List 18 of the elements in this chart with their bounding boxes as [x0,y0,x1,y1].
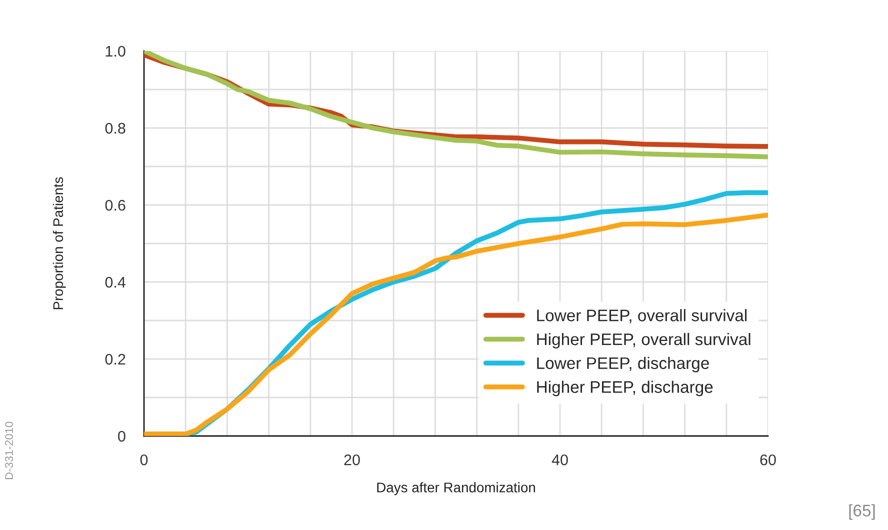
text: [65] [849,504,875,520]
x-tick-label: 60 [760,454,776,466]
legend-label: Lower PEEP, discharge [537,356,709,372]
x-tick-label: 0 [140,454,148,466]
y-axis-title: Proportion of Patients [52,177,66,310]
y-tick-label: 0.6 [105,200,126,211]
y-tick-label: 0 [118,430,126,442]
legend-label: Higher PEEP, discharge [537,380,713,396]
text: D-331-2010 [5,422,13,480]
y-tick-label: 0.4 [105,276,126,288]
y-tick-label: 1.0 [106,46,126,57]
y-tick-label: 0.2 [105,354,126,365]
x-tick-label: 20 [344,454,360,466]
legend-label: Higher PEEP, overall survival [537,332,750,348]
x-tick-label: 40 [552,454,568,466]
x-axis-title: Days after Randomization [377,482,535,496]
legend-label: Lower PEEP, overall survival [537,309,747,324]
y-tick-label: 0.8 [105,122,126,134]
